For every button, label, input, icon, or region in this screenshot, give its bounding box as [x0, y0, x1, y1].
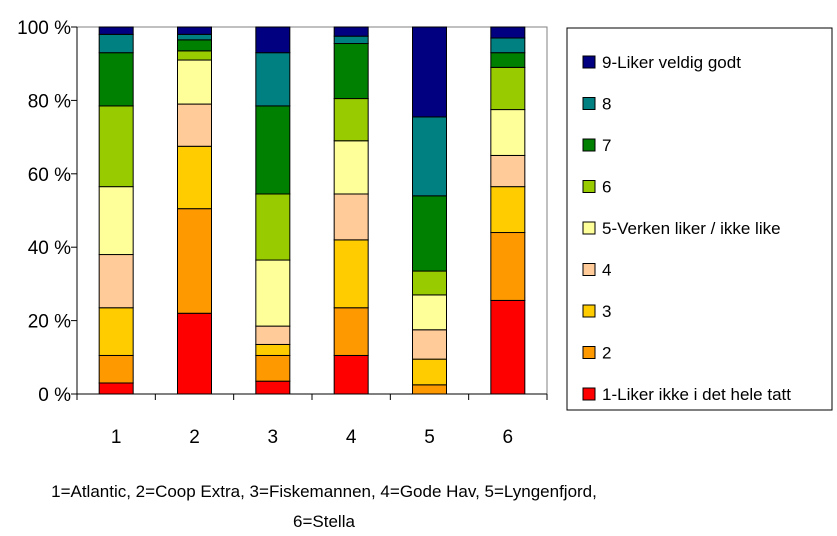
y-tick-label: 80 %	[28, 91, 71, 112]
y-tick-label: 20 %	[28, 312, 71, 333]
bar-segment	[490, 26, 526, 39]
bar-segment	[98, 254, 134, 309]
bar-segment	[98, 26, 134, 35]
bar-segment	[255, 52, 291, 107]
y-tick-label: 0 %	[38, 385, 71, 406]
bar-segment	[255, 380, 291, 395]
bar-segment	[333, 307, 369, 356]
bar-segment	[412, 270, 447, 296]
legend-swatch	[582, 346, 596, 359]
bar-segment	[177, 312, 212, 395]
plot-frame	[76, 26, 548, 395]
bar-segment	[333, 26, 369, 37]
bar-segment	[412, 358, 447, 386]
plot-area	[76, 26, 548, 395]
y-axis: 0 % 20 % 40 % 60 % 80 % 100 %	[17, 18, 78, 406]
legend-swatch	[582, 387, 596, 401]
x-tick-label: 6	[503, 427, 514, 448]
bar-segment	[177, 26, 212, 35]
bar-segment	[412, 329, 447, 360]
x-tick-label: 4	[346, 427, 357, 448]
x-tick-label: 5	[424, 427, 435, 448]
bar-segment	[333, 140, 369, 195]
x-tick-label: 3	[268, 427, 279, 448]
y-tick-label: 40 %	[28, 238, 71, 259]
bar-segment	[412, 195, 447, 272]
bar-segment	[98, 52, 134, 107]
y-tick-label: 100 %	[17, 18, 71, 39]
bar-segment	[490, 186, 526, 234]
legend-label: 3	[602, 302, 611, 321]
bar-segment	[177, 50, 212, 61]
bar-segment	[177, 145, 212, 210]
bar-segment	[490, 154, 526, 188]
bar-segment	[333, 193, 369, 241]
bar-segment	[333, 239, 369, 309]
caption-line: 1=Atlantic, 2=Coop Extra, 3=Fiskemannen,…	[51, 482, 597, 501]
bar-segment	[412, 116, 447, 197]
legend-swatch	[582, 55, 596, 69]
bar-segment	[412, 384, 447, 395]
bar-segment	[490, 66, 526, 111]
bar-segment	[98, 105, 134, 188]
legend-label: 4	[602, 261, 611, 280]
bar-segment	[490, 52, 526, 68]
bar-segment	[490, 299, 526, 395]
bar-segment	[177, 103, 212, 147]
legend-swatch	[582, 263, 596, 276]
bar-segment	[333, 354, 369, 395]
legend-label: 6	[602, 178, 611, 197]
x-tick-label: 2	[189, 427, 200, 448]
bar-segment	[255, 354, 291, 382]
legend-label: 8	[602, 95, 611, 114]
legend-label: 7	[602, 136, 611, 155]
legend-swatch	[582, 304, 596, 318]
x-tick-label: 1	[111, 427, 122, 448]
bar-segment	[333, 35, 369, 45]
legend-swatch	[582, 221, 596, 235]
bar-segment	[98, 307, 134, 356]
x-axis: 1 2 3 4 5 6	[76, 393, 548, 448]
bar-segment	[490, 232, 526, 301]
bar-segment	[98, 33, 134, 54]
legend-label: 2	[602, 344, 611, 363]
legend-swatch	[582, 97, 596, 110]
bar-segment	[177, 33, 212, 41]
bar-segment	[490, 109, 526, 156]
bar-segment	[255, 105, 291, 195]
legend-label: 1-Liker ikke i det hele tatt	[602, 385, 791, 404]
legend-label: 9-Liker veldig godt	[602, 53, 741, 72]
legend-frame	[566, 27, 833, 411]
bar-segment	[255, 193, 291, 261]
bar-segment	[333, 98, 369, 142]
legend: 9-Liker veldig godt 8 7 6 5-Verken liker / i…	[566, 27, 833, 411]
legend-swatch	[582, 180, 596, 193]
caption-line: 6=Stella	[293, 512, 355, 531]
bar-segment	[98, 382, 134, 395]
bar-segment	[177, 59, 212, 105]
bar-segment	[255, 259, 291, 327]
bar-segment	[412, 26, 447, 118]
y-tick-label: 60 %	[28, 165, 71, 186]
bar-segment	[98, 354, 134, 384]
bar-segment	[255, 26, 291, 54]
bar-segment	[490, 37, 526, 54]
bar-segment	[98, 186, 134, 256]
bar-segment	[177, 208, 212, 314]
caption: 1=Atlantic, 2=Coop Extra, 3=Fiskemannen,…	[51, 482, 597, 531]
bar-segment	[177, 39, 212, 52]
legend-swatch	[582, 138, 596, 152]
bar-segment	[255, 343, 291, 356]
bar-segment	[333, 43, 369, 100]
bar-segment	[255, 325, 291, 345]
legend-label: 5-Verken liker / ikke like	[602, 219, 781, 238]
bar-segment	[412, 294, 447, 331]
